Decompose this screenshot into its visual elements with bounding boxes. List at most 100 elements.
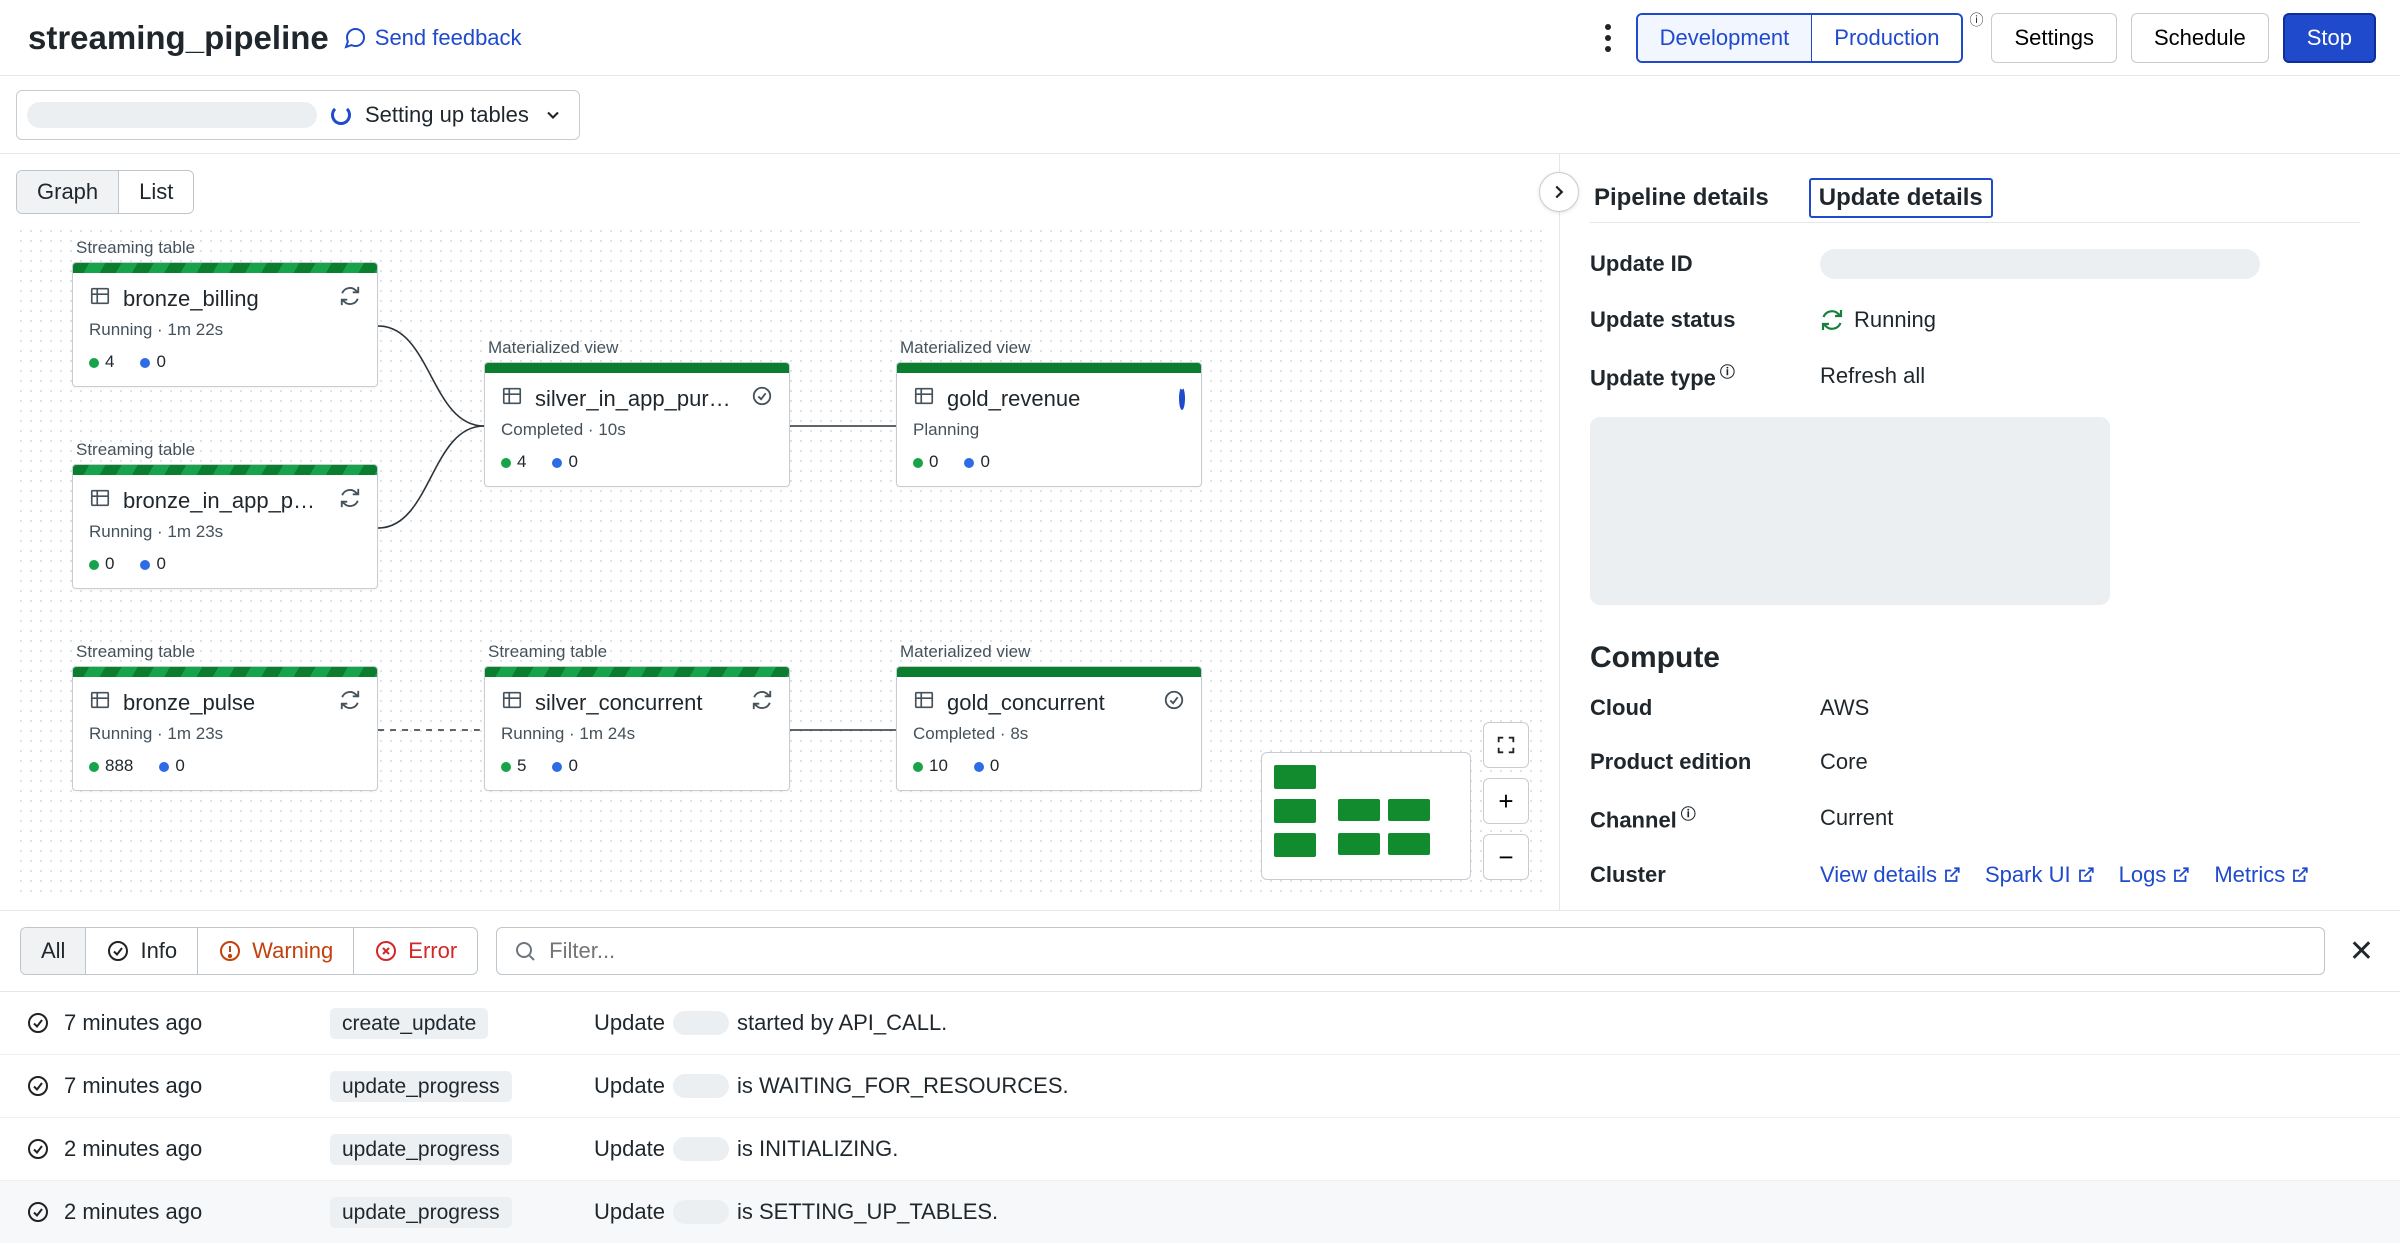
- x-circle-icon: [374, 939, 398, 963]
- log-time: 7 minutes ago: [26, 1010, 306, 1036]
- external-link-icon: [2077, 866, 2095, 884]
- node-subtitle: Running · 1m 24s: [501, 724, 773, 744]
- close-logs-button[interactable]: ✕: [2343, 934, 2380, 969]
- log-id-redacted: [673, 1011, 729, 1035]
- link-logs[interactable]: Logs: [2119, 862, 2191, 888]
- log-filter-input[interactable]: [549, 938, 2308, 964]
- node-status-icon: [339, 487, 361, 514]
- node-kind-label: Streaming table: [76, 440, 195, 460]
- log-tag: create_update: [330, 1008, 488, 1039]
- log-tab-error[interactable]: Error: [353, 928, 477, 974]
- value-update-status: Running: [1820, 307, 2360, 333]
- send-feedback-label: Send feedback: [375, 25, 522, 51]
- chat-icon: [343, 26, 367, 50]
- collapse-details-button[interactable]: [1539, 172, 1579, 212]
- table-icon: [501, 689, 523, 716]
- node-status-stripe: [897, 363, 1201, 373]
- log-tag: update_progress: [330, 1134, 512, 1165]
- run-id-redacted: [27, 102, 317, 128]
- link-view-details[interactable]: View details: [1820, 862, 1961, 888]
- refresh-icon: [1820, 308, 1844, 332]
- info-icon[interactable]: ⓘ: [1720, 364, 1735, 381]
- compute-heading: Compute: [1590, 641, 2360, 675]
- pipeline-node[interactable]: bronze_billingRunning · 1m 22s40: [72, 262, 378, 387]
- node-kind-label: Streaming table: [76, 238, 195, 258]
- label-edition: Product edition: [1590, 749, 1820, 775]
- mode-development-button[interactable]: Development: [1638, 15, 1812, 61]
- log-filter-input-wrap[interactable]: [496, 927, 2325, 975]
- log-time: 7 minutes ago: [26, 1073, 306, 1099]
- minimap[interactable]: [1261, 752, 1471, 880]
- tab-pipeline-details[interactable]: Pipeline details: [1590, 178, 1773, 218]
- mode-info-icon[interactable]: ⓘ: [1969, 10, 1983, 30]
- node-subtitle: Planning: [913, 420, 1185, 440]
- chevron-right-icon: [1548, 181, 1570, 203]
- node-metrics: 00: [89, 554, 361, 574]
- node-metrics: 00: [913, 452, 1185, 472]
- view-tab-graph[interactable]: Graph: [17, 171, 118, 213]
- node-kind-label: Materialized view: [488, 338, 618, 358]
- log-message: Updateis INITIALIZING.: [594, 1136, 898, 1162]
- node-status-stripe: [73, 465, 377, 475]
- check-circle-icon: [26, 1011, 50, 1035]
- view-tab-list[interactable]: List: [118, 171, 193, 213]
- node-metrics: 50: [501, 756, 773, 776]
- mode-production-button[interactable]: Production: [1811, 15, 1961, 61]
- spinner-icon: [331, 105, 351, 125]
- run-status-text: Setting up tables: [365, 102, 529, 128]
- log-row[interactable]: 2 minutes agoupdate_progressUpdateis INI…: [0, 1118, 2400, 1181]
- search-icon: [513, 939, 537, 963]
- label-channel: Channelⓘ: [1590, 803, 1820, 833]
- external-link-icon: [2291, 866, 2309, 884]
- zoom-in-button[interactable]: +: [1483, 778, 1529, 824]
- table-icon: [89, 487, 111, 514]
- schedule-button[interactable]: Schedule: [2131, 13, 2269, 63]
- zoom-fullscreen-button[interactable]: [1483, 722, 1529, 768]
- log-tab-info[interactable]: Info: [85, 928, 197, 974]
- log-tag: update_progress: [330, 1197, 512, 1228]
- send-feedback-link[interactable]: Send feedback: [343, 25, 522, 51]
- check-circle-icon: [26, 1137, 50, 1161]
- link-spark-ui[interactable]: Spark UI: [1985, 862, 2095, 888]
- pipeline-node[interactable]: bronze_pulseRunning · 1m 23s8880: [72, 666, 378, 791]
- zoom-out-button[interactable]: −: [1483, 834, 1529, 880]
- pipeline-node[interactable]: silver_in_app_purc…Completed · 10s40: [484, 362, 790, 487]
- run-status-selector[interactable]: Setting up tables: [16, 90, 580, 140]
- node-metrics: 100: [913, 756, 1185, 776]
- check-circle-icon: [106, 939, 130, 963]
- info-icon[interactable]: ⓘ: [1681, 806, 1696, 823]
- link-metrics[interactable]: Metrics: [2214, 862, 2309, 888]
- update-id-redacted: [1820, 249, 2260, 279]
- stop-button[interactable]: Stop: [2283, 13, 2376, 63]
- node-status-stripe: [73, 263, 377, 273]
- node-title: gold_concurrent: [947, 690, 1151, 716]
- log-tab-warning[interactable]: Warning: [197, 928, 353, 974]
- pipeline-node[interactable]: silver_concurrentRunning · 1m 24s50: [484, 666, 790, 791]
- value-channel: Current: [1820, 805, 2360, 831]
- pipeline-node[interactable]: gold_revenue Planning 00: [896, 362, 1202, 487]
- external-link-icon: [1943, 866, 1961, 884]
- pipeline-canvas[interactable]: + − Streaming table bronze_billingRunning…: [16, 226, 1543, 894]
- log-tag: update_progress: [330, 1071, 512, 1102]
- tab-update-details[interactable]: Update details: [1809, 178, 1993, 218]
- log-id-redacted: [673, 1074, 729, 1098]
- log-row[interactable]: 7 minutes ago update_progress Updateis WAI…: [0, 1055, 2400, 1118]
- settings-button[interactable]: Settings: [1991, 13, 2117, 63]
- log-id-redacted: [673, 1200, 729, 1224]
- value-edition: Core: [1820, 749, 2360, 775]
- label-cloud: Cloud: [1590, 695, 1820, 721]
- log-row[interactable]: 7 minutes ago create_update Updatestarted …: [0, 992, 2400, 1055]
- table-icon: [89, 285, 111, 312]
- node-title: gold_revenue: [947, 386, 1167, 412]
- chevron-down-icon: [543, 105, 563, 125]
- label-update-id: Update ID: [1590, 251, 1820, 277]
- node-status-stripe: [73, 667, 377, 677]
- log-message: Updateis WAITING_FOR_RESOURCES.: [594, 1073, 1069, 1099]
- more-menu-icon[interactable]: [1594, 20, 1622, 56]
- log-row[interactable]: 2 minutes agoupdate_progressUpdateis SET…: [0, 1181, 2400, 1243]
- node-kind-label: Materialized view: [900, 338, 1030, 358]
- log-tab-all[interactable]: All: [21, 928, 85, 974]
- pipeline-node[interactable]: gold_concurrentCompleted · 8s100: [896, 666, 1202, 791]
- pipeline-node[interactable]: bronze_in_app_pu…Running · 1m 23s00: [72, 464, 378, 589]
- log-message: Updatestarted by API_CALL.: [594, 1010, 947, 1036]
